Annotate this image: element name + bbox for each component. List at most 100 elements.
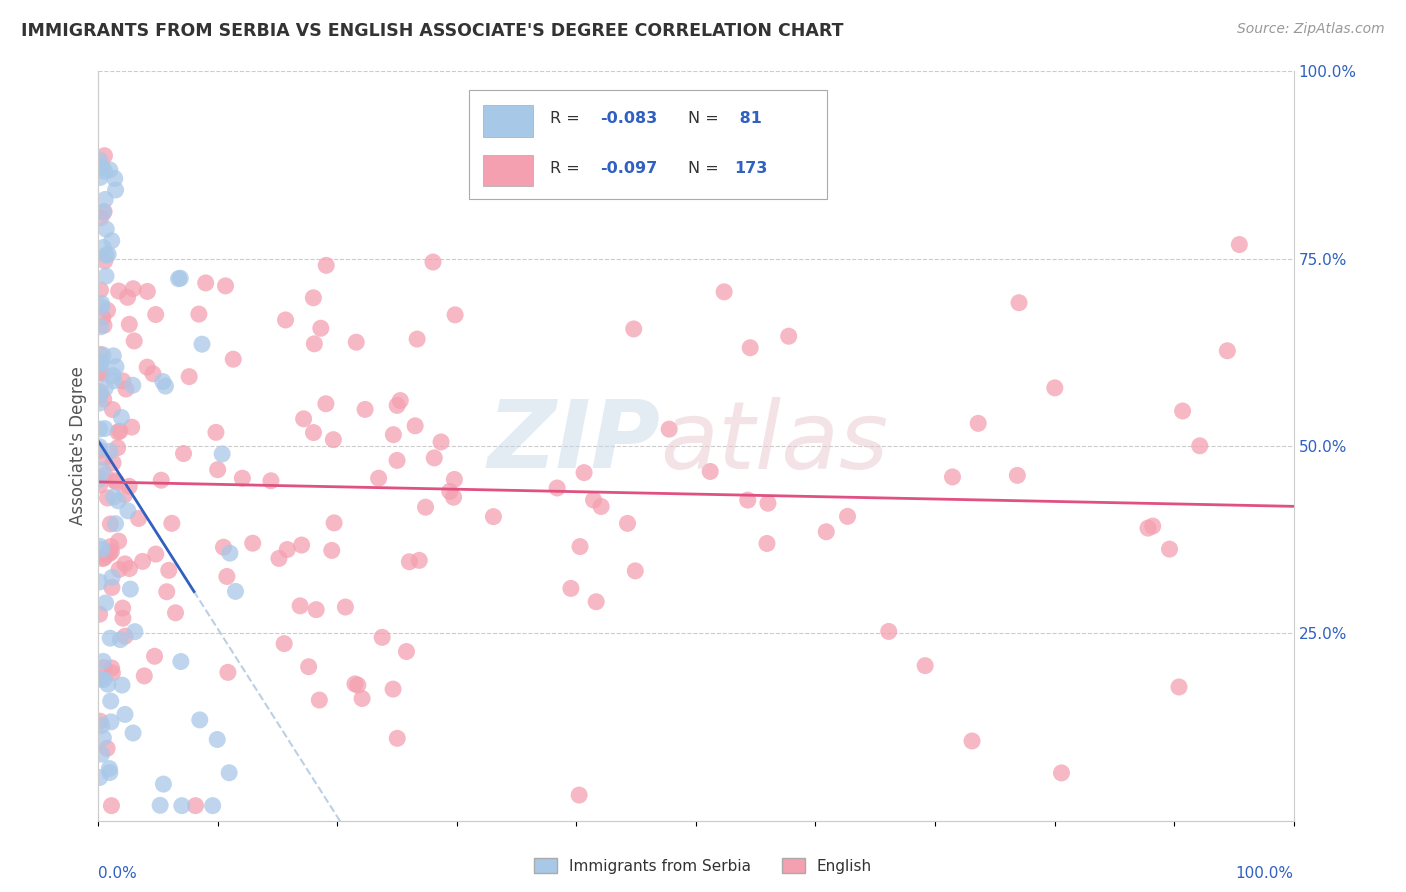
Point	[89, 357, 111, 371]
Point	[91, 463, 114, 477]
Point	[89, 283, 111, 297]
Point	[93, 149, 115, 163]
Point	[231, 471, 253, 485]
Point	[292, 412, 315, 426]
Point	[344, 335, 367, 350]
Point	[104, 183, 127, 197]
Point	[173, 446, 195, 460]
Point	[546, 481, 568, 495]
Point	[274, 313, 297, 327]
Point	[572, 466, 595, 480]
Point	[89, 422, 111, 436]
Point	[167, 271, 190, 285]
Point	[100, 544, 122, 558]
Point	[93, 450, 115, 465]
Point	[136, 285, 159, 299]
Point	[623, 322, 645, 336]
Point	[118, 561, 141, 575]
Point	[89, 396, 111, 410]
Point	[110, 632, 132, 647]
Point	[98, 762, 121, 776]
Point	[155, 379, 177, 393]
Point	[100, 714, 122, 729]
Point	[107, 425, 129, 439]
Point	[90, 718, 112, 732]
Point	[93, 660, 115, 674]
Point	[93, 731, 115, 745]
Point	[100, 540, 122, 554]
Point	[218, 765, 240, 780]
Point	[103, 374, 125, 388]
Point	[93, 205, 115, 219]
Point	[111, 374, 134, 388]
Point	[430, 434, 453, 449]
Point	[93, 421, 115, 435]
Point	[89, 355, 111, 369]
Point	[179, 369, 201, 384]
Point	[569, 540, 592, 554]
Point	[658, 422, 681, 436]
Point	[94, 193, 117, 207]
Point	[107, 441, 129, 455]
Point	[267, 551, 290, 566]
Point	[395, 644, 418, 658]
Point	[560, 582, 582, 596]
Point	[94, 248, 117, 262]
Point	[90, 355, 112, 369]
Point	[117, 504, 139, 518]
Point	[136, 360, 159, 375]
Point	[91, 551, 114, 566]
Point	[93, 673, 115, 687]
Point	[423, 450, 446, 465]
Text: N =: N =	[688, 112, 718, 126]
Text: IMMIGRANTS FROM SERBIA VS ENGLISH ASSOCIATE'S DEGREE CORRELATION CHART: IMMIGRANTS FROM SERBIA VS ENGLISH ASSOCI…	[21, 22, 844, 40]
Point	[89, 389, 111, 403]
Point	[1142, 519, 1164, 533]
Point	[321, 543, 343, 558]
Point	[713, 285, 735, 299]
Point	[143, 649, 166, 664]
Point	[941, 470, 963, 484]
Point	[1188, 439, 1211, 453]
Point	[371, 631, 394, 645]
Point	[89, 440, 111, 454]
Point	[118, 318, 141, 332]
Point	[152, 777, 174, 791]
Point	[322, 433, 344, 447]
Point	[94, 253, 117, 268]
Point	[118, 479, 141, 493]
Point	[222, 352, 245, 367]
Point	[93, 204, 115, 219]
Point	[273, 637, 295, 651]
Point	[194, 276, 217, 290]
Point	[170, 798, 193, 813]
Point	[815, 524, 838, 539]
Point	[323, 516, 346, 530]
Point	[115, 382, 138, 396]
Text: -0.097: -0.097	[600, 161, 658, 176]
Point	[1008, 295, 1031, 310]
Point	[568, 788, 591, 802]
Point	[104, 516, 127, 531]
Point	[335, 600, 357, 615]
Point	[305, 602, 328, 616]
Point	[101, 368, 124, 383]
Point	[107, 284, 129, 298]
Point	[89, 386, 111, 401]
Point	[103, 490, 125, 504]
Point	[97, 677, 120, 691]
Point	[105, 475, 128, 489]
Point	[302, 291, 325, 305]
Point	[740, 341, 762, 355]
Point	[93, 240, 115, 254]
Point	[211, 447, 233, 461]
Text: atlas: atlas	[661, 397, 889, 488]
Text: R =: R =	[550, 161, 585, 176]
Point	[89, 153, 111, 168]
Point	[582, 493, 605, 508]
Point	[100, 798, 122, 813]
Point	[101, 570, 124, 584]
Point	[624, 564, 647, 578]
Point	[89, 478, 111, 492]
Point	[114, 629, 136, 643]
